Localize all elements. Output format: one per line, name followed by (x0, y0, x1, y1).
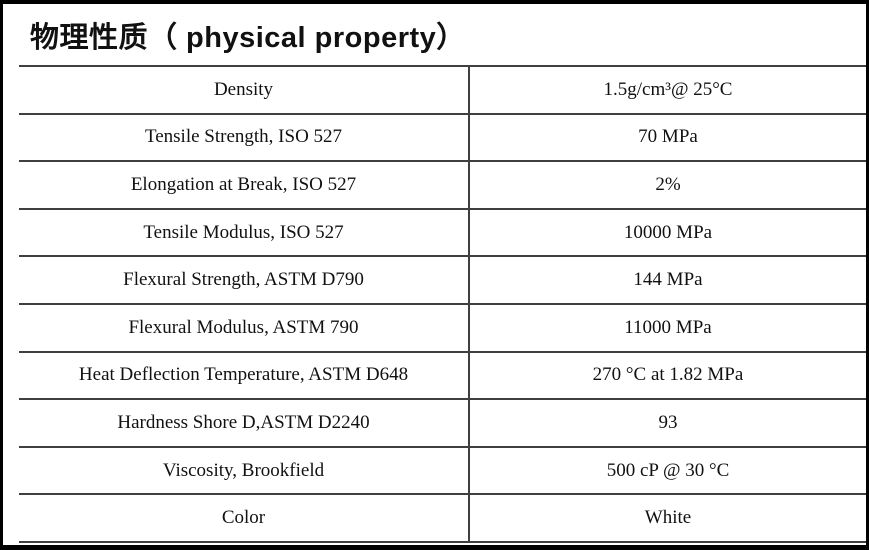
property-value-cell: 500 cP @ 30 °C (606, 459, 730, 481)
property-value-cell: 93 (658, 412, 678, 434)
table-row: Flexural Modulus, ASTM 790 11000 MPa (19, 302, 866, 351)
property-name-cell: Elongation at Break, ISO 527 (19, 162, 470, 208)
property-name-cell: Color (19, 495, 470, 541)
property-value-cell: 2% (655, 174, 681, 196)
property-name-cell: Flexural Strength, ASTM D790 (19, 257, 470, 303)
property-value-cell: 144 MPa (633, 269, 703, 291)
property-value-cell: 270 °C at 1.82 MPa (592, 364, 744, 386)
property-name-cell: Viscosity, Brookfield (19, 447, 470, 494)
table-row: Tensile Modulus, ISO 527 10000 MPa (19, 207, 866, 256)
property-value-cell: 70 MPa (638, 126, 698, 148)
property-name-cell: Hardness Shore D,ASTM D2240 (19, 400, 470, 446)
property-name-cell: Heat Deflection Temperature, ASTM D648 (19, 352, 470, 399)
property-value-cell: 1.5g/cm³@ 25°C (603, 78, 733, 100)
table-row: Heat Deflection Temperature, ASTM D648 27… (19, 350, 866, 399)
property-name-cell: Tensile Strength, ISO 527 (19, 114, 470, 161)
property-name-cell: Flexural Modulus, ASTM 790 (19, 304, 470, 351)
property-value-cell: White (644, 507, 692, 529)
table-row: Color White (19, 493, 866, 541)
table-row: Tensile Strength, ISO 527 70 MPa (19, 112, 866, 161)
table-row: Viscosity, Brookfield 500 cP @ 30 °C (19, 445, 866, 494)
table-row: Elongation at Break, ISO 527 2% (19, 160, 866, 208)
table-row: Density 1.5g/cm³@ 25°C (19, 65, 866, 113)
property-name-cell: Tensile Modulus, ISO 527 (19, 209, 470, 256)
property-name-cell: Density (19, 67, 470, 113)
title-bar: 物理性质（ physical property） (30, 4, 466, 65)
table-row: Hardness Shore D,ASTM D2240 93 (19, 398, 866, 446)
property-value-cell: 10000 MPa (623, 221, 713, 243)
properties-table: Density 1.5g/cm³@ 25°C Tensile Strength, I… (19, 65, 866, 543)
property-value-cell: 11000 MPa (624, 316, 712, 338)
table-row: Flexural Strength, ASTM D790 144 MPa (19, 255, 866, 303)
page-title: 物理性质（ physical property） (30, 21, 466, 54)
